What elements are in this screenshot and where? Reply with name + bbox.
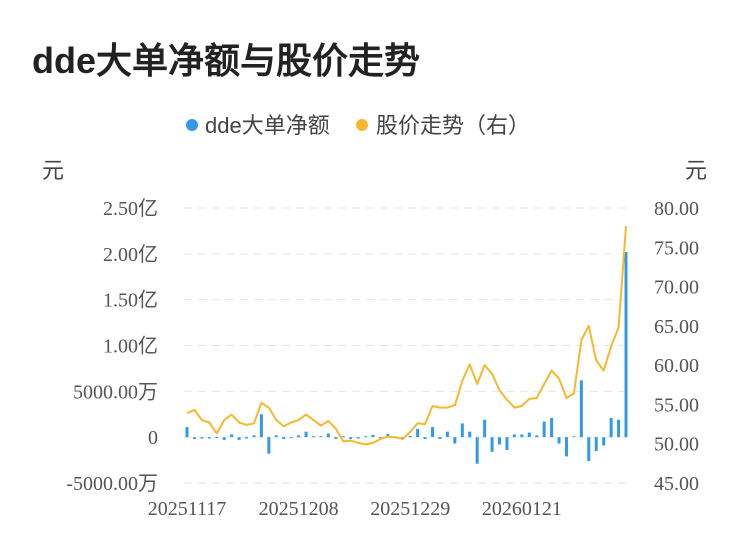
dde-bar <box>304 431 308 438</box>
dde-bar <box>237 437 241 440</box>
dde-bar <box>282 437 286 439</box>
legend-label-dde: dde大单净额 <box>205 113 330 138</box>
dde-bar <box>252 435 256 438</box>
dde-bar <box>192 437 196 439</box>
legend-label-price: 股价走势（右） <box>376 113 530 138</box>
dde-bar <box>535 435 539 438</box>
right-tick-label: 80.00 <box>654 198 699 220</box>
left-axis-unit: 元 <box>42 158 64 183</box>
dde-bar <box>445 431 449 438</box>
legend: dde大单净额 股价走势（右） <box>186 113 530 138</box>
dde-bar <box>289 437 293 439</box>
legend-marker-price <box>356 119 368 131</box>
dde-bar <box>341 436 345 438</box>
dde-bar <box>438 437 442 439</box>
right-axis: 80.00 75.00 70.00 65.00 60.00 55.00 50.00 45.00 <box>654 198 699 495</box>
dde-bar <box>259 414 263 438</box>
dde-bar <box>527 432 531 438</box>
dde-bar <box>460 423 464 438</box>
right-tick-label: 65.00 <box>654 316 699 338</box>
right-tick-label: 45.00 <box>654 473 699 495</box>
dde-bar <box>564 437 568 457</box>
dde-bar <box>431 427 435 438</box>
left-axis: 2.50亿 2.00亿 1.50亿 1.00亿 5000.00万 0 -5000.00万 <box>66 197 158 495</box>
left-tick-label: 0 <box>148 427 158 449</box>
dde-bar <box>215 437 219 439</box>
dde-bar <box>274 435 278 438</box>
dde-bar <box>378 437 382 439</box>
dde-bar <box>423 437 427 439</box>
dde-bar <box>483 419 487 438</box>
right-tick-label: 50.00 <box>654 434 699 456</box>
left-tick-label: 2.50亿 <box>103 197 158 220</box>
dde-bar <box>267 437 271 454</box>
x-axis: 20251117 20251208 20251229 20260121 <box>148 498 562 520</box>
right-tick-label: 60.00 <box>654 355 699 377</box>
gridlines <box>184 207 628 484</box>
dde-bar <box>311 436 315 438</box>
dde-bar <box>319 436 323 438</box>
dde-bar <box>453 437 457 444</box>
dde-bar <box>624 252 628 438</box>
right-tick-label: 55.00 <box>654 394 699 416</box>
left-tick-label: 1.00亿 <box>103 335 158 358</box>
x-tick-label: 20251117 <box>148 498 227 520</box>
x-tick-label: 20251208 <box>259 498 339 520</box>
right-tick-label: 75.00 <box>654 237 699 259</box>
dde-bar <box>416 428 420 438</box>
right-tick-label: 70.00 <box>654 277 699 299</box>
dde-bar <box>230 434 234 438</box>
x-tick-label: 20251229 <box>370 498 450 520</box>
price-line-path <box>186 226 627 446</box>
dde-bar <box>550 417 554 438</box>
dde-bar <box>334 437 338 439</box>
dde-bar <box>490 437 494 452</box>
dde-bar <box>297 435 301 438</box>
dde-bar <box>587 437 591 461</box>
dde-bar <box>200 437 204 439</box>
dde-bar <box>557 437 561 444</box>
dde-bar <box>408 435 412 438</box>
right-axis-unit: 元 <box>685 158 707 183</box>
legend-marker-dde <box>186 119 198 131</box>
chart-title: dde大单净额与股价走势 <box>32 40 421 81</box>
dde-bar <box>245 437 249 439</box>
dde-bar <box>512 434 516 438</box>
left-tick-label: 2.00亿 <box>103 243 158 266</box>
dde-bar <box>602 437 606 446</box>
dde-bar <box>505 437 509 450</box>
price-line <box>186 226 627 446</box>
dde-bar <box>579 380 583 438</box>
dde-bar <box>542 421 546 438</box>
dde-bar <box>594 437 598 451</box>
left-tick-label: 5000.00万 <box>73 381 158 403</box>
left-tick-label: 1.50亿 <box>103 289 158 312</box>
x-tick-label: 20260121 <box>482 498 562 520</box>
dde-bar <box>326 433 330 438</box>
dde-bar <box>207 437 211 439</box>
dde-bar <box>498 437 502 445</box>
dde-bar <box>572 436 576 438</box>
dde-bar <box>609 417 613 438</box>
dde-bar <box>371 434 375 438</box>
dde-bar <box>386 433 390 438</box>
dde-bar <box>617 419 621 438</box>
dde-bar <box>364 436 368 438</box>
dde-bar <box>356 437 360 439</box>
dde-bar <box>475 437 479 464</box>
dde-bar <box>185 427 189 438</box>
dde-bar <box>468 431 472 438</box>
left-tick-label: -5000.00万 <box>66 473 158 495</box>
dde-bar <box>349 437 353 439</box>
dde-bar <box>520 434 524 438</box>
dde-bar <box>222 437 226 440</box>
dde-bars <box>185 252 628 464</box>
